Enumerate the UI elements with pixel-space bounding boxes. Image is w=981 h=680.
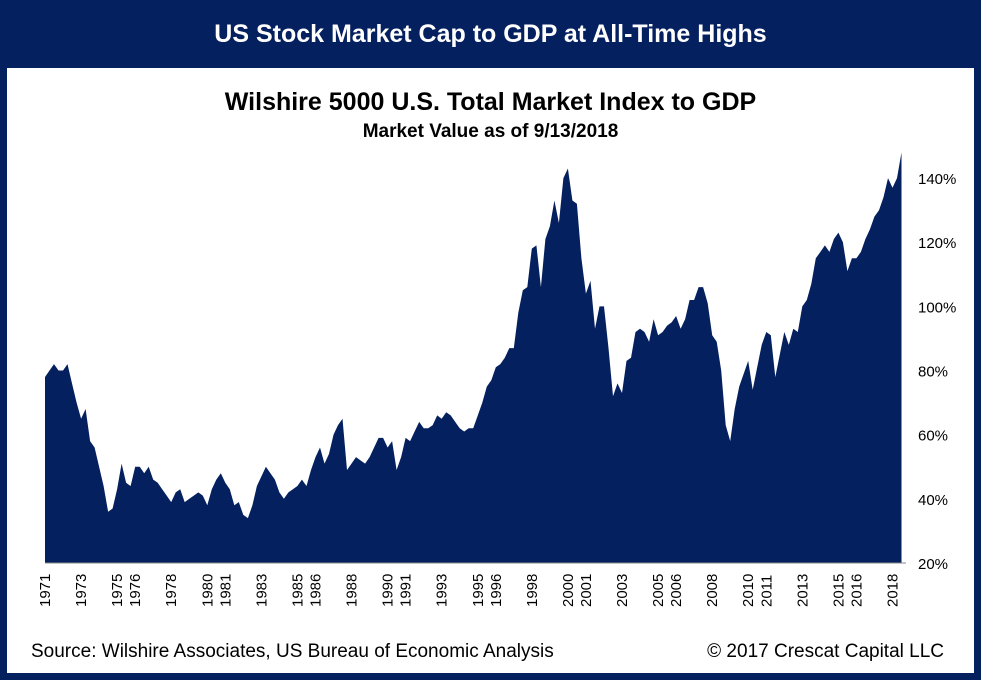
y-tick-label: 60% xyxy=(918,428,948,445)
x-tick-label: 1990 xyxy=(380,574,397,607)
x-tick-label: 1996 xyxy=(488,574,505,607)
copyright-note: © 2017 Crescat Capital LLC xyxy=(707,641,944,662)
x-tick-label: 1993 xyxy=(434,574,451,607)
banner-title: US Stock Market Cap to GDP at All-Time H… xyxy=(214,19,767,48)
x-tick-label: 2016 xyxy=(848,574,865,607)
x-tick-label: 1985 xyxy=(289,574,306,607)
x-tick-label: 1988 xyxy=(344,574,361,607)
x-tick-label: 2001 xyxy=(578,574,595,607)
x-tick-label: 2010 xyxy=(740,574,757,607)
x-tick-label: 2003 xyxy=(614,574,631,607)
source-note: Source: Wilshire Associates, US Bureau o… xyxy=(31,641,554,662)
x-tick-label: 2008 xyxy=(704,574,721,607)
x-tick-label: 2011 xyxy=(758,575,775,607)
x-tick-label: 1980 xyxy=(199,574,216,607)
x-tick-label: 1986 xyxy=(307,574,324,607)
y-tick-label: 100% xyxy=(918,299,956,316)
chart-title: Wilshire 5000 U.S. Total Market Index to… xyxy=(224,88,757,116)
series-area-0 xyxy=(45,152,902,563)
y-tick-label: 80% xyxy=(918,364,948,381)
x-tick-label: 1971 xyxy=(37,574,54,607)
x-tick-label: 1975 xyxy=(109,574,126,607)
x-tick-label: 2013 xyxy=(794,574,811,607)
x-tick-label: 1998 xyxy=(524,574,541,607)
x-tick-label: 1978 xyxy=(163,574,180,607)
x-tick-label: 2015 xyxy=(830,574,847,607)
x-tick-label: 1983 xyxy=(253,574,270,607)
chart-subtitle: Market Value as of 9/13/2018 xyxy=(362,121,619,142)
x-tick-label: 2006 xyxy=(668,574,685,607)
y-tick-label: 40% xyxy=(918,492,948,509)
y-tick-label: 140% xyxy=(918,171,956,188)
x-tick-label: 1973 xyxy=(73,574,90,607)
x-tick-label: 1991 xyxy=(398,574,415,607)
x-tick-label: 1981 xyxy=(217,574,234,607)
x-tick-label: 2000 xyxy=(560,574,577,607)
x-tick-label: 1995 xyxy=(470,574,487,607)
x-tick-label: 2018 xyxy=(884,574,901,607)
chart-plot: 20% 40% 60% 80% 100% 120% 140% 1971 1973 1975 1976… xyxy=(37,152,956,607)
x-tick-label: 2005 xyxy=(650,574,667,607)
y-tick-label: 120% xyxy=(918,235,956,252)
x-tick-label: 1976 xyxy=(127,574,144,607)
y-tick-label: 20% xyxy=(918,556,948,573)
chart-panel: Wilshire 5000 U.S. Total Market Index to… xyxy=(7,68,974,673)
